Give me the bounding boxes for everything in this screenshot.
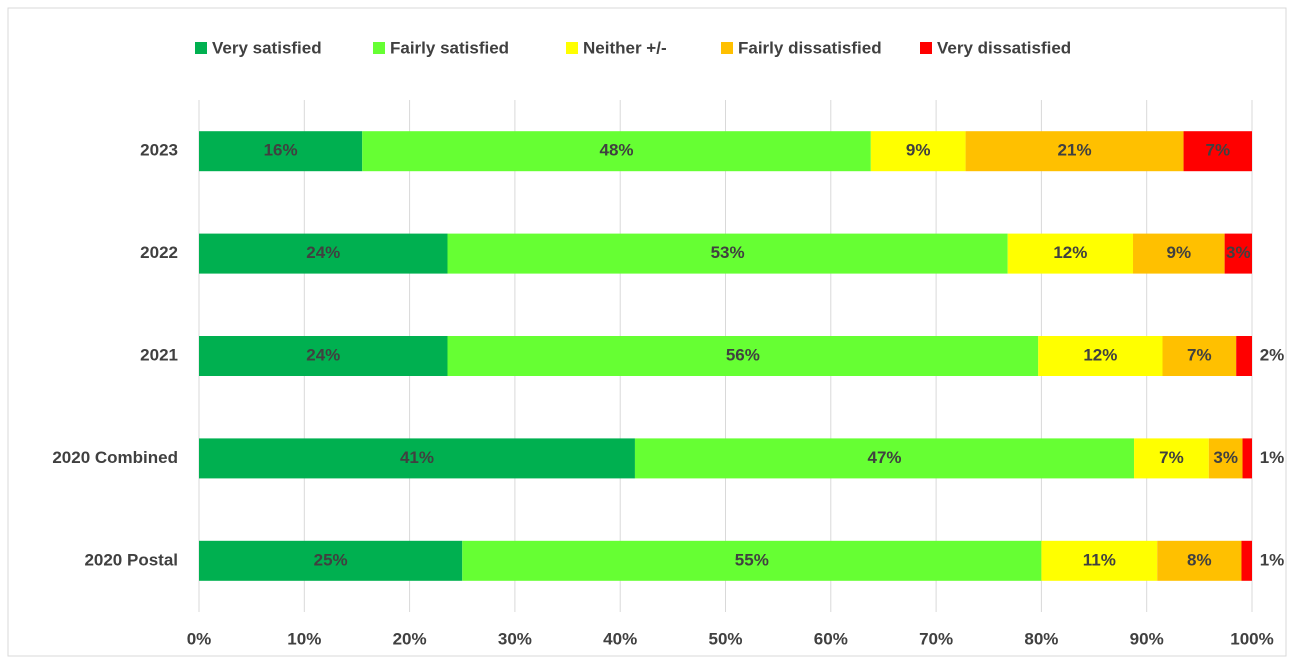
x-tick-label: 40% bbox=[603, 629, 637, 648]
bar-segment bbox=[447, 336, 1039, 376]
legend-label: Very dissatisfied bbox=[937, 38, 1071, 57]
bar-segment bbox=[1224, 233, 1252, 274]
y-tick-label: 2020 Combined bbox=[52, 448, 178, 467]
x-tick-label: 70% bbox=[919, 629, 953, 648]
data-label: 2% bbox=[1260, 345, 1285, 364]
legend-swatch bbox=[920, 42, 932, 54]
x-tick-label: 20% bbox=[393, 629, 427, 648]
legend-swatch bbox=[373, 42, 385, 54]
y-tick-label: 2022 bbox=[140, 243, 178, 262]
x-tick-label: 60% bbox=[814, 629, 848, 648]
data-label: 41% bbox=[400, 448, 434, 467]
bar-segment bbox=[199, 233, 448, 274]
data-label: 3% bbox=[1226, 243, 1251, 262]
x-tick-label: 90% bbox=[1130, 629, 1164, 648]
data-label: 53% bbox=[711, 243, 745, 262]
data-label: 8% bbox=[1187, 550, 1212, 569]
bar-segment bbox=[1007, 233, 1134, 274]
data-label: 25% bbox=[314, 550, 348, 569]
legend-label: Very satisfied bbox=[212, 38, 322, 57]
y-tick-label: 2021 bbox=[140, 345, 178, 364]
x-tick-label: 50% bbox=[708, 629, 742, 648]
data-label: 16% bbox=[264, 141, 298, 160]
data-label: 24% bbox=[306, 345, 340, 364]
data-label: 1% bbox=[1260, 448, 1285, 467]
x-tick-label: 10% bbox=[287, 629, 321, 648]
bar-segment bbox=[870, 131, 966, 172]
data-label: 24% bbox=[306, 243, 340, 262]
x-tick-label: 0% bbox=[187, 629, 212, 648]
bar-segment bbox=[1236, 336, 1252, 376]
data-label: 7% bbox=[1159, 448, 1184, 467]
bar-segment bbox=[1157, 540, 1242, 581]
bar-segment bbox=[1133, 233, 1225, 274]
bar-segment bbox=[634, 438, 1135, 479]
legend-label: Fairly dissatisfied bbox=[738, 38, 882, 57]
bar-segment bbox=[199, 336, 448, 376]
x-tick-label: 100% bbox=[1230, 629, 1273, 648]
bar-segment bbox=[199, 540, 463, 581]
bar-segment bbox=[199, 438, 635, 479]
y-tick-label: 2023 bbox=[140, 141, 178, 160]
bar-segment bbox=[1241, 540, 1252, 581]
data-label: 55% bbox=[735, 550, 769, 569]
data-label: 47% bbox=[867, 448, 901, 467]
legend-swatch bbox=[195, 42, 207, 54]
bar-segment bbox=[1208, 438, 1243, 479]
data-label: 9% bbox=[906, 141, 931, 160]
bar-segment bbox=[965, 131, 1184, 172]
data-label: 3% bbox=[1213, 448, 1238, 467]
legend-swatch bbox=[566, 42, 578, 54]
bar-segment bbox=[1242, 438, 1252, 479]
data-label: 7% bbox=[1187, 345, 1212, 364]
x-tick-label: 30% bbox=[498, 629, 532, 648]
data-label: 7% bbox=[1205, 141, 1230, 160]
bar-segment bbox=[462, 540, 1042, 581]
bar-segment bbox=[1134, 438, 1209, 479]
bar-segment bbox=[1038, 336, 1163, 376]
legend-label: Neither +/- bbox=[583, 38, 667, 57]
data-label: 12% bbox=[1083, 345, 1117, 364]
data-label: 1% bbox=[1260, 550, 1285, 569]
bar-segment bbox=[362, 131, 871, 172]
data-label: 12% bbox=[1053, 243, 1087, 262]
data-label: 11% bbox=[1083, 550, 1116, 569]
data-label: 9% bbox=[1167, 243, 1192, 262]
legend-swatch bbox=[721, 42, 733, 54]
data-label: 48% bbox=[599, 141, 633, 160]
x-tick-label: 80% bbox=[1024, 629, 1058, 648]
y-tick-label: 2020 Postal bbox=[84, 550, 178, 569]
data-label: 56% bbox=[726, 345, 760, 364]
legend-label: Fairly satisfied bbox=[390, 38, 509, 57]
bar-segment bbox=[199, 131, 363, 172]
bar-segment bbox=[1162, 336, 1237, 376]
bar-segment bbox=[1041, 540, 1158, 581]
bar-segment bbox=[447, 233, 1008, 274]
data-label: 21% bbox=[1058, 141, 1092, 160]
bar-segment bbox=[1183, 131, 1252, 172]
